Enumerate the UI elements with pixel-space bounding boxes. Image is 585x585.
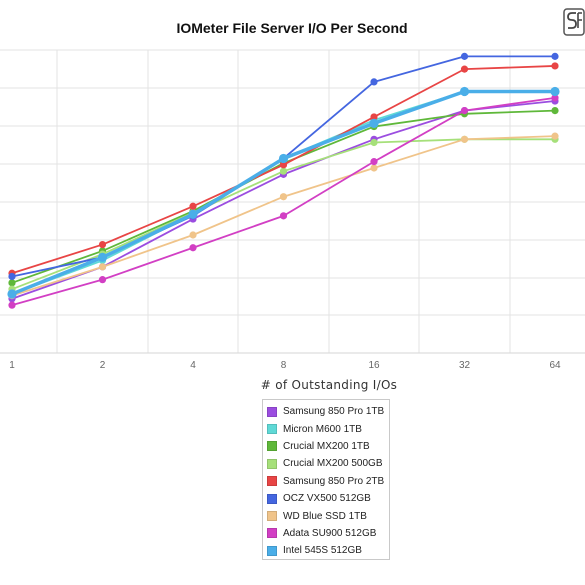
x-tick-label: 4 bbox=[190, 360, 196, 371]
series-line bbox=[11, 90, 555, 295]
x-tick-label: 16 bbox=[368, 360, 380, 371]
data-point bbox=[370, 78, 378, 86]
x-tick-label: 64 bbox=[549, 360, 561, 371]
data-point bbox=[551, 132, 559, 140]
data-point bbox=[278, 153, 289, 164]
data-point bbox=[97, 252, 108, 262]
legend-label: Samsung 850 Pro 2TB bbox=[283, 475, 385, 487]
legend-item: WD Blue SSD 1TB bbox=[267, 507, 385, 524]
data-point bbox=[551, 52, 559, 60]
data-point bbox=[370, 138, 378, 147]
series-micron-m600-1tb bbox=[8, 87, 559, 298]
data-point bbox=[279, 193, 288, 201]
legend-item: Samsung 850 Pro 1TB bbox=[267, 403, 385, 420]
legend-item: Adata SU900 512GB bbox=[267, 525, 385, 542]
legend-label: Crucial MX200 500GB bbox=[283, 458, 383, 470]
x-tick-label: 2 bbox=[100, 360, 106, 371]
legend-swatch bbox=[267, 528, 277, 539]
series-layer bbox=[7, 52, 560, 309]
legend-swatch bbox=[267, 476, 277, 487]
x-tick-label: 1 bbox=[9, 360, 15, 371]
data-point bbox=[279, 167, 288, 175]
legend-label: OCZ VX500 512GB bbox=[283, 493, 371, 505]
legend-label: Adata SU900 512GB bbox=[283, 527, 377, 539]
data-point bbox=[369, 118, 379, 128]
data-point bbox=[189, 244, 197, 252]
grid bbox=[0, 49, 585, 354]
data-point bbox=[551, 62, 559, 70]
legend-label: Intel 545S 512GB bbox=[283, 545, 362, 557]
data-point bbox=[551, 94, 559, 102]
chart-title: IOMeter File Server I/O Per Second bbox=[176, 20, 407, 36]
legend-item: Crucial MX200 500GB bbox=[267, 455, 385, 472]
legend-swatch bbox=[267, 424, 277, 435]
data-point bbox=[551, 107, 559, 115]
data-point bbox=[279, 161, 288, 169]
data-point bbox=[8, 301, 16, 309]
legend-item: OCZ VX500 512GB bbox=[267, 490, 385, 507]
data-point bbox=[460, 107, 469, 115]
legend-swatch bbox=[267, 493, 277, 504]
legend-swatch bbox=[267, 458, 277, 469]
data-point bbox=[459, 86, 470, 97]
site-logo bbox=[563, 8, 585, 36]
legend-swatch bbox=[267, 545, 277, 556]
data-point bbox=[188, 209, 198, 219]
data-point bbox=[370, 164, 378, 172]
data-point bbox=[189, 202, 197, 210]
x-tick-label: 8 bbox=[281, 360, 287, 371]
data-point bbox=[98, 276, 107, 284]
data-point bbox=[98, 263, 107, 271]
legend-swatch bbox=[267, 406, 277, 417]
data-point bbox=[279, 212, 288, 220]
x-tick-label: 32 bbox=[459, 360, 471, 371]
data-point bbox=[370, 113, 378, 121]
legend-swatch bbox=[267, 441, 277, 452]
legend-label: Samsung 850 Pro 1TB bbox=[283, 406, 385, 418]
legend: Samsung 850 Pro 1TB Micron M600 1TB Crucia… bbox=[262, 399, 390, 560]
data-point bbox=[550, 86, 560, 97]
legend-item: Micron M600 1TB bbox=[267, 420, 385, 437]
legend-label: Micron M600 1TB bbox=[283, 423, 362, 435]
series-samsung-850-pro-2tb bbox=[8, 62, 559, 277]
legend-item: Intel 545S 512GB bbox=[267, 542, 385, 559]
data-point bbox=[460, 52, 469, 60]
data-point bbox=[189, 231, 197, 239]
data-point bbox=[370, 158, 378, 166]
data-point bbox=[8, 272, 16, 281]
x-axis-ticks: 1 2 4 8 16 32 64 bbox=[9, 360, 561, 371]
data-point bbox=[460, 135, 469, 143]
legend-swatch bbox=[267, 511, 277, 522]
data-point bbox=[98, 240, 107, 249]
logo-icon bbox=[563, 8, 585, 36]
series-adata-su900-512gb bbox=[8, 94, 559, 309]
series-intel-545s-512gb bbox=[7, 86, 560, 299]
legend-item: Samsung 850 Pro 2TB bbox=[267, 473, 385, 490]
legend-label: WD Blue SSD 1TB bbox=[283, 510, 367, 522]
legend-item: Crucial MX200 1TB bbox=[267, 438, 385, 455]
data-point bbox=[8, 279, 16, 287]
x-axis-label: # of Outstanding I/Os bbox=[261, 378, 398, 392]
legend-label: Crucial MX200 1TB bbox=[283, 440, 370, 452]
data-point bbox=[460, 65, 469, 73]
data-point bbox=[7, 289, 17, 299]
